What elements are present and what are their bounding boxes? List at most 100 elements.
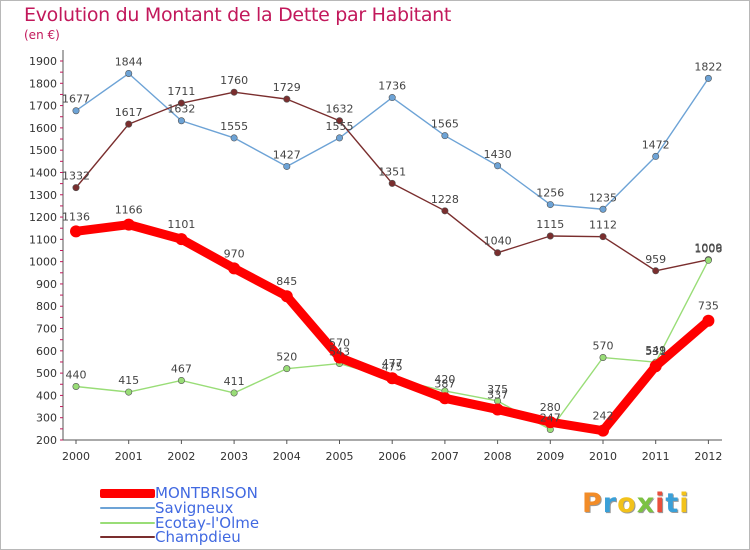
data-label-savigneux: 1736 <box>378 80 406 93</box>
data-label-savigneux: 1472 <box>642 138 670 151</box>
data-label-champdieu: 1632 <box>326 103 354 116</box>
y-tick-label: 800 <box>36 300 57 313</box>
data-label-savigneux: 1555 <box>326 120 354 133</box>
y-tick-label: 1800 <box>29 77 57 90</box>
data-point-savigneux <box>546 201 554 209</box>
data-label-montbrison: 477 <box>382 357 403 370</box>
y-tick-label: 1000 <box>29 256 57 269</box>
data-label-montbrison: 242 <box>593 410 614 423</box>
series-line-montbrison <box>71 220 713 436</box>
data-label-champdieu: 1729 <box>273 81 301 94</box>
x-tick-label: 2005 <box>326 450 354 463</box>
data-point-champdieu <box>335 117 343 125</box>
x-tick-label: 2012 <box>694 450 722 463</box>
data-label-ecotay-l-olme: 440 <box>66 368 87 381</box>
data-label-montbrison: 280 <box>540 401 561 414</box>
unit-label: (en €) <box>24 28 60 42</box>
data-point-montbrison <box>70 225 82 238</box>
data-label-montbrison: 570 <box>329 337 350 350</box>
data-point-champdieu <box>599 233 607 241</box>
x-tick-label: 2010 <box>589 450 617 463</box>
data-point-champdieu <box>177 99 185 107</box>
data-point-montbrison <box>491 403 504 416</box>
data-label-montbrison: 1101 <box>167 218 195 231</box>
legend-item-montbrison[interactable]: MONTBRISON <box>100 486 258 501</box>
data-point-montbrison <box>702 314 715 327</box>
data-point-savigneux <box>441 132 449 140</box>
data-point-champdieu <box>652 267 660 275</box>
data-point-ecotay-l-olme <box>704 256 712 264</box>
data-label-savigneux: 1430 <box>484 148 512 161</box>
data-label-ecotay-l-olme: 247 <box>540 412 561 425</box>
data-label-ecotay-l-olme: 520 <box>276 351 297 364</box>
data-point-ecotay-l-olme <box>283 365 291 373</box>
data-point-savigneux <box>704 74 712 82</box>
data-point-ecotay-l-olme <box>177 376 185 384</box>
data-point-montbrison <box>649 360 662 373</box>
y-tick-label: 300 <box>36 412 57 425</box>
data-point-champdieu <box>283 95 291 103</box>
logo-letter: x <box>636 488 656 519</box>
data-label-montbrison: 1136 <box>62 210 90 223</box>
data-point-savigneux <box>335 134 343 142</box>
data-label-savigneux: 1632 <box>167 103 195 116</box>
legend-swatch-savigneux <box>100 507 155 509</box>
data-label-savigneux: 1565 <box>431 118 459 131</box>
series-layer <box>70 69 715 437</box>
data-point-savigneux <box>599 205 607 213</box>
data-label-ecotay-l-olme: 1006 <box>694 242 722 255</box>
series-line-ecotay-l-olme <box>75 259 710 431</box>
data-point-montbrison <box>175 233 188 246</box>
legend-label-savigneux: Savigneux <box>155 499 234 517</box>
data-label-ecotay-l-olme: 415 <box>118 374 139 387</box>
data-point-ecotay-l-olme <box>230 389 238 397</box>
data-point-champdieu <box>72 184 80 192</box>
y-tick-label: 200 <box>36 434 57 447</box>
y-tick-label: 700 <box>36 323 57 336</box>
data-label-savigneux: 1235 <box>589 191 617 204</box>
data-label-montbrison: 845 <box>276 275 297 288</box>
y-tick-label: 1400 <box>29 166 57 179</box>
x-tick-label: 2009 <box>536 450 564 463</box>
axes: 200 300 400 500 600 700 800 900 1000 1100 1200 1300… <box>29 50 722 463</box>
data-label-ecotay-l-olme: 543 <box>329 346 350 359</box>
legend-item-savigneux[interactable]: Savigneux <box>100 499 234 517</box>
data-point-montbrison <box>228 262 241 275</box>
data-label-champdieu: 1040 <box>484 235 512 248</box>
data-point-champdieu <box>441 207 449 215</box>
data-labels-layer: 1677 1844 1632 1555 1427 1555 1736 1565 1430 1256… <box>62 55 722 424</box>
data-label-ecotay-l-olme: 549 <box>645 344 666 357</box>
data-point-champdieu <box>388 179 396 187</box>
data-point-montbrison <box>544 416 557 429</box>
data-label-savigneux: 1427 <box>273 148 301 161</box>
data-label-montbrison: 387 <box>434 377 455 390</box>
logo-letter: i <box>655 488 666 519</box>
data-label-montbrison: 1166 <box>115 204 143 217</box>
legend-label-champdieu: Champdieu <box>155 528 241 546</box>
data-label-ecotay-l-olme: 375 <box>487 383 508 396</box>
legend-item-ecotay[interactable]: Ecotay-l'Olme <box>100 516 259 531</box>
y-tick-label: 1700 <box>29 100 57 113</box>
data-point-montbrison <box>333 351 346 364</box>
x-tick-label: 2006 <box>378 450 406 463</box>
data-point-savigneux <box>388 94 396 102</box>
data-point-savigneux <box>177 117 185 125</box>
legend-item-champdieu[interactable]: Champdieu <box>100 528 241 546</box>
data-label-savigneux: 1822 <box>694 60 722 73</box>
data-point-ecotay-l-olme <box>599 354 607 362</box>
logo-letter: t <box>665 488 680 519</box>
y-tick-label: 600 <box>36 345 57 358</box>
x-tick-label: 2003 <box>220 450 248 463</box>
x-tick-label: 2007 <box>431 450 459 463</box>
data-label-champdieu: 1332 <box>62 170 90 183</box>
y-tick-label: 1500 <box>29 144 57 157</box>
data-label-montbrison: 735 <box>698 300 719 313</box>
data-label-champdieu: 1760 <box>220 74 248 87</box>
data-point-savigneux <box>72 107 80 115</box>
data-label-ecotay-l-olme: 467 <box>171 362 192 375</box>
data-point-montbrison <box>122 218 135 231</box>
data-point-savigneux <box>652 152 660 160</box>
logo-letter: o <box>617 488 637 519</box>
chart-title: Evolution du Montant de la Dette par Hab… <box>24 4 452 26</box>
y-tick-label: 400 <box>36 389 57 402</box>
